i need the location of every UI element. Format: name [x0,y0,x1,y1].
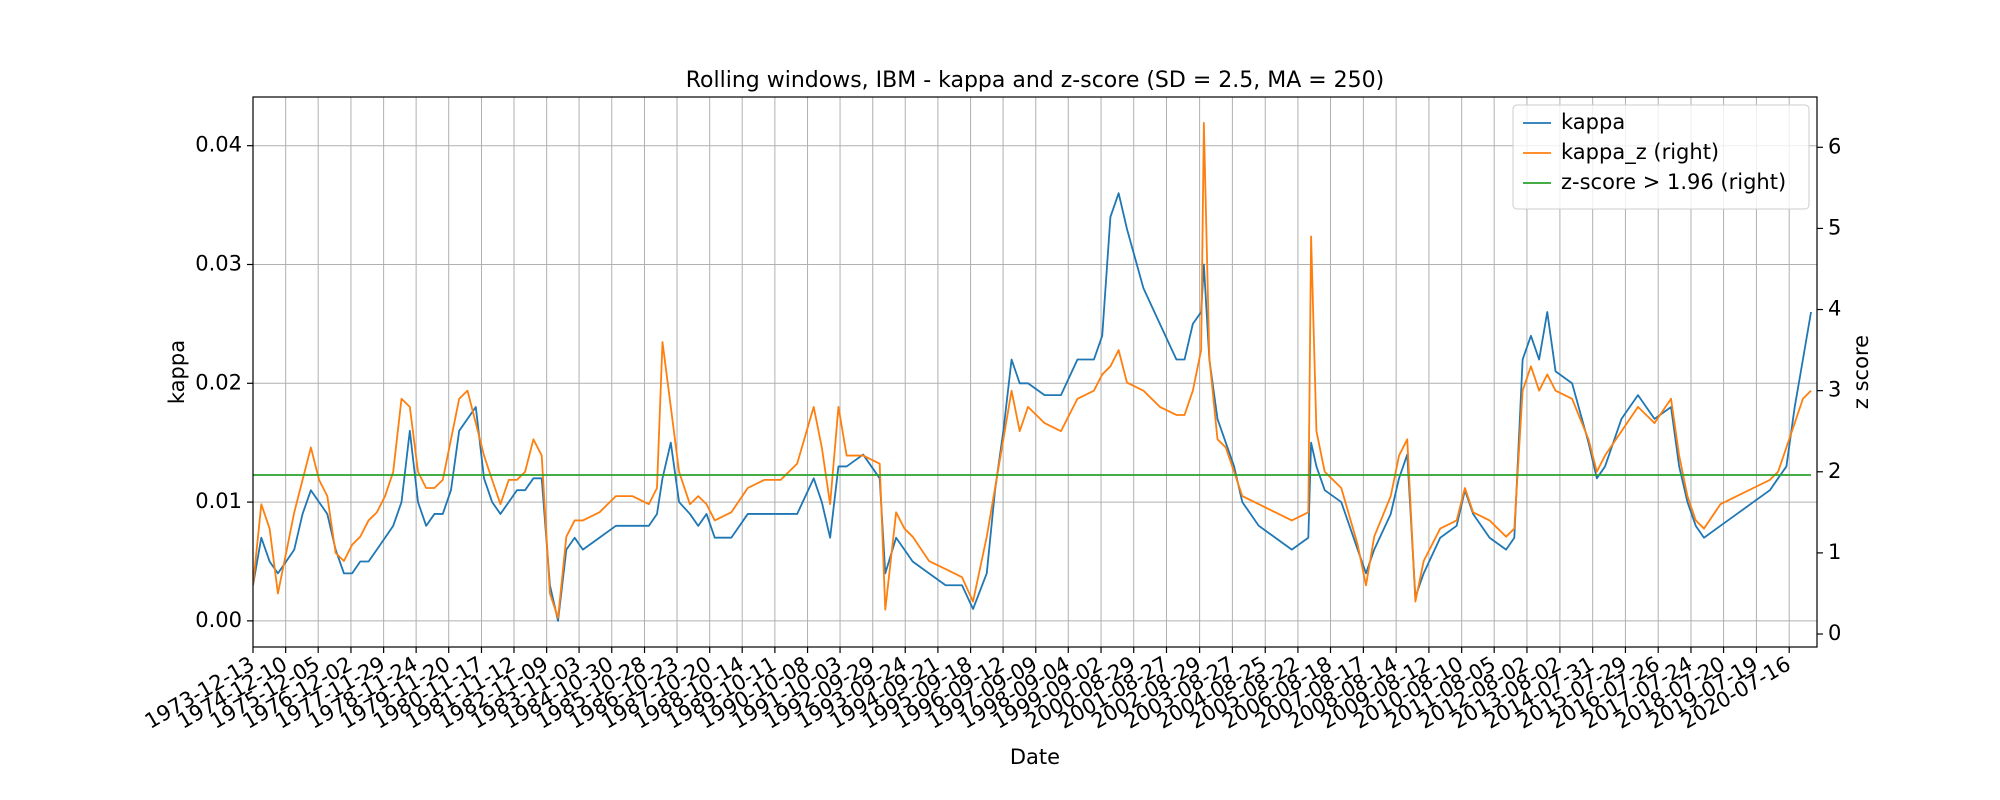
legend-label: kappa [1561,110,1625,134]
y2-tick-label: 0 [1828,621,1841,645]
y-tick-label: 0.02 [195,370,242,394]
y2-tick-label: 4 [1828,297,1841,321]
y-tick-label: 0.03 [195,251,242,275]
y2-tick-label: 6 [1828,134,1841,158]
y-tick-label: 0.01 [195,489,242,513]
legend-box [1512,104,1810,210]
y2-axis-label: z score [1849,335,1873,409]
plot-frame [252,96,1818,648]
series-line [253,192,1812,622]
y2-tick-label: 1 [1828,540,1841,564]
y-axis-label: kappa [165,340,189,404]
series-line [253,122,1812,619]
chart-title: Rolling windows, IBM - kappa and z-score… [686,68,1385,93]
y2-tick-label: 5 [1828,215,1841,239]
y-tick-label: 0.00 [195,608,242,632]
y2-tick-label: 3 [1828,378,1841,402]
legend-label: kappa_z (right) [1561,140,1719,165]
y2-tick-label: 2 [1828,459,1841,483]
legend-label: z-score > 1.96 (right) [1561,170,1786,194]
x-axis-label: Date [1010,745,1060,769]
y-tick-label: 0.04 [195,133,242,157]
